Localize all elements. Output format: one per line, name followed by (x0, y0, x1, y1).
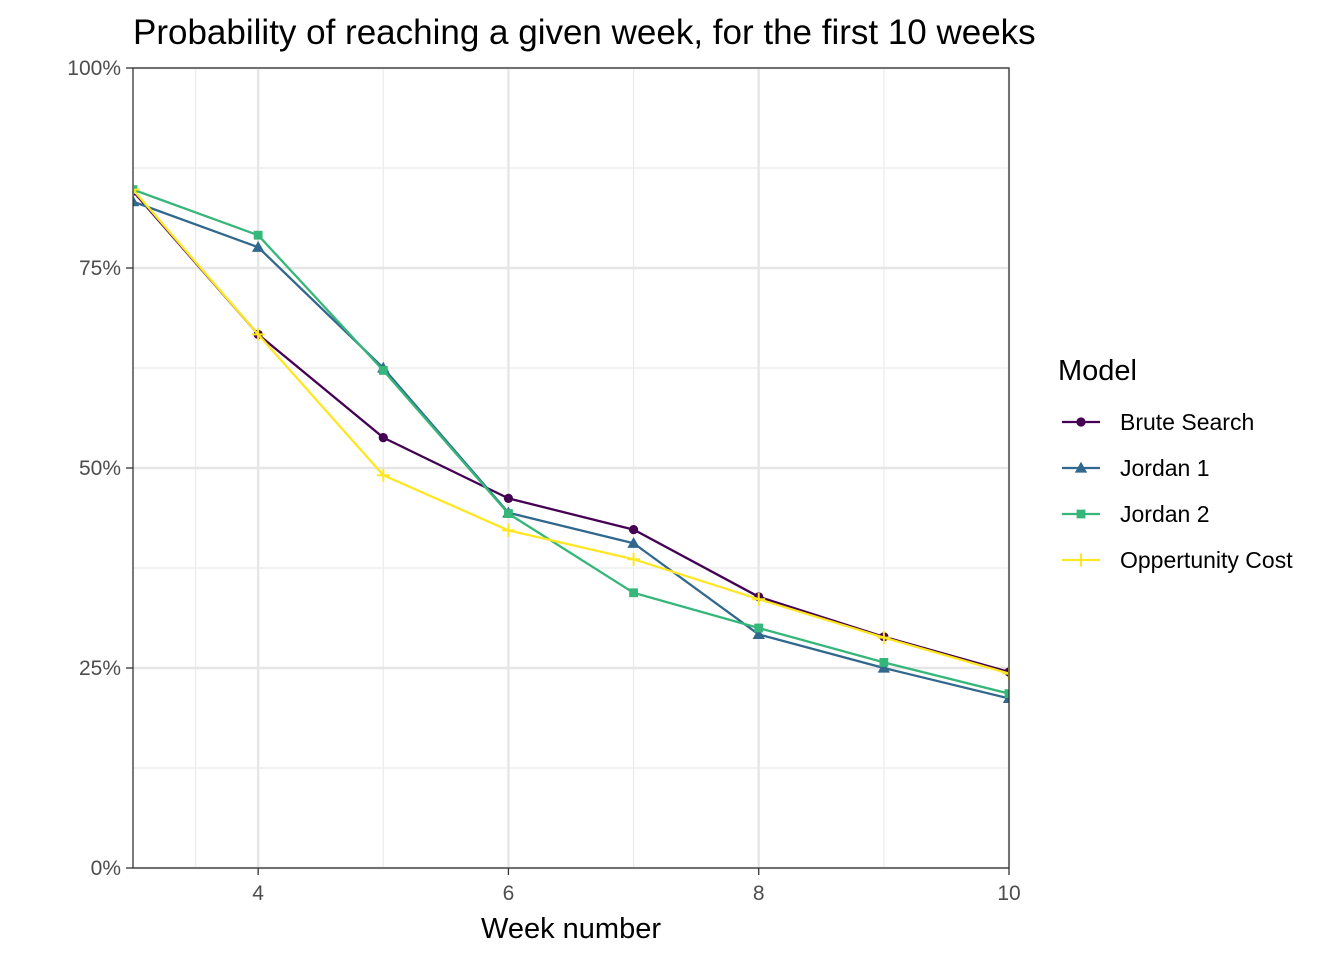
legend-item-brute-search: Brute Search (1062, 409, 1254, 435)
data-point-brute-search (378, 433, 388, 443)
data-point-oppertunity-cost (627, 552, 641, 566)
data-point-jordan-2 (504, 509, 513, 518)
data-point-jordan-1 (133, 195, 140, 207)
series-layer (133, 183, 1009, 704)
y-tick-label: 25% (79, 657, 121, 680)
legend-label: Brute Search (1120, 409, 1254, 435)
data-point-oppertunity-cost (133, 183, 140, 197)
series-line-oppertunity-cost (133, 188, 1009, 675)
data-point-jordan-2 (1004, 689, 1009, 698)
series-line-brute-search (133, 190, 1009, 674)
x-axis: 4 6 8 10 (252, 868, 1021, 905)
legend-title: Model (1058, 355, 1137, 387)
series-line-jordan-1 (133, 200, 1009, 700)
data-point-jordan-2 (754, 623, 764, 633)
x-tick-label: 4 (252, 882, 264, 905)
y-tick-label: 75% (79, 257, 121, 280)
data-point-oppertunity-cost (376, 468, 390, 482)
data-point-oppertunity-cost (251, 327, 265, 341)
data-point-brute-search (628, 525, 639, 535)
data-point-oppertunity-cost (501, 523, 515, 537)
legend-label: Jordan 1 (1120, 455, 1210, 481)
legend-item-jordan-1: Jordan 1 (1062, 455, 1210, 481)
data-point-jordan-1 (752, 628, 765, 640)
legend-label: Jordan 2 (1120, 501, 1210, 527)
data-point-jordan-2 (879, 658, 889, 667)
legend-key-marker (1074, 553, 1088, 567)
series-brute-search (133, 186, 1009, 677)
chart-title: Probability of reaching a given week, fo… (133, 13, 1036, 52)
y-tick-label: 0% (91, 857, 121, 880)
data-point-jordan-1 (251, 241, 265, 252)
series-jordan-2 (133, 185, 1009, 698)
legend-item-oppertunity-cost: Oppertunity Cost (1062, 547, 1293, 573)
y-axis: 0% 25% 50% 75% 100% (67, 57, 133, 880)
series-line-jordan-2 (133, 188, 1009, 695)
legend-label: Oppertunity Cost (1120, 547, 1293, 573)
data-point-brute-search (503, 493, 514, 503)
legend: Model Brute Search Jordan 1 Jordan 2 Oppert… (1058, 355, 1293, 573)
data-point-oppertunity-cost (877, 631, 891, 645)
data-point-jordan-2 (253, 230, 263, 240)
series-jordan-1 (133, 195, 1009, 704)
legend-key-marker (1074, 461, 1088, 473)
x-axis-title: Week number (481, 913, 661, 945)
data-point-jordan-2 (378, 366, 388, 375)
legend-item-jordan-2: Jordan 2 (1062, 501, 1210, 527)
legend-key-marker (1076, 509, 1086, 519)
data-point-oppertunity-cost (752, 592, 766, 606)
y-tick-label: 100% (67, 57, 121, 80)
series-oppertunity-cost (133, 183, 1009, 681)
grid-minor (133, 68, 1009, 868)
x-tick-label: 8 (753, 882, 765, 905)
legend-key-marker (1076, 417, 1086, 427)
y-tick-label: 50% (79, 457, 121, 480)
data-point-jordan-1 (877, 661, 891, 673)
x-tick-label: 6 (503, 882, 515, 905)
data-point-oppertunity-cost (1002, 667, 1009, 681)
x-tick-label: 10 (997, 882, 1020, 905)
data-point-jordan-1 (627, 537, 640, 548)
data-point-jordan-2 (629, 588, 638, 598)
grid-major (133, 66, 1011, 870)
